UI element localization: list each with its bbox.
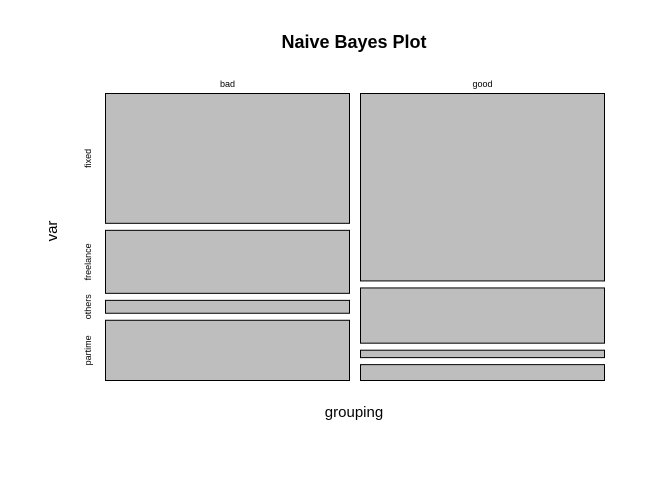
tile-bad-freelance bbox=[105, 229, 350, 294]
x-axis-label: grouping bbox=[325, 404, 383, 421]
chart-title: Naive Bayes Plot bbox=[281, 32, 426, 52]
row-label-fixed: fixed bbox=[83, 149, 93, 168]
column-labels: bad good bbox=[220, 79, 493, 89]
y-axis-label: var bbox=[44, 221, 61, 242]
column-label-bad: bad bbox=[220, 79, 235, 89]
tile-good-others bbox=[360, 349, 605, 359]
column-label-good: good bbox=[472, 79, 492, 89]
tile-good-partime bbox=[360, 364, 605, 381]
row-label-partime: partime bbox=[83, 335, 93, 365]
tile-good-fixed bbox=[360, 93, 605, 282]
tile-bad-fixed bbox=[105, 93, 350, 224]
row-label-freelance: freelance bbox=[83, 243, 93, 280]
row-labels: fixed freelance others partime bbox=[83, 149, 93, 365]
tile-good-freelance bbox=[360, 287, 605, 344]
tile-bad-partime bbox=[105, 319, 350, 381]
mosaic-tiles bbox=[105, 93, 605, 381]
tile-bad-others bbox=[105, 299, 350, 314]
row-label-others: others bbox=[83, 294, 93, 320]
